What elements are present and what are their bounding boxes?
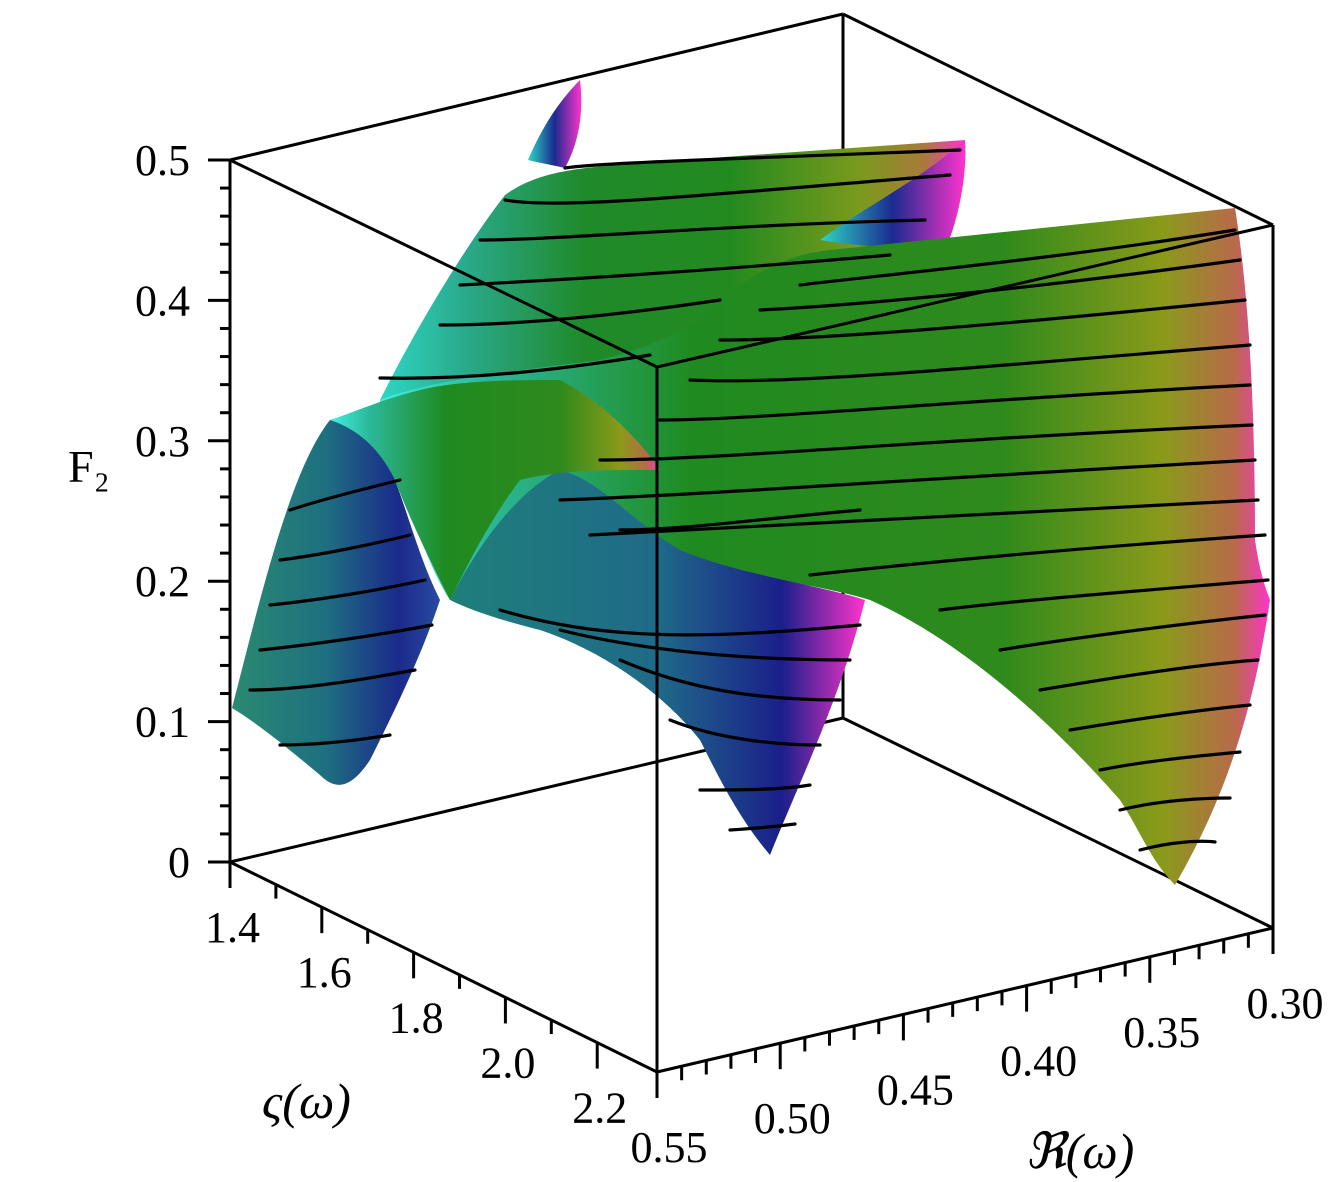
- x-axis-title: ℜ(ω): [1025, 1123, 1134, 1179]
- x-tick-label: 0.50: [754, 1094, 831, 1143]
- z-tick-label: 0.2: [135, 557, 190, 606]
- y-tick-label: 1.6: [297, 948, 352, 997]
- y-axis-title: ς(ω): [262, 1073, 351, 1129]
- x-tick-label: 0.40: [1000, 1037, 1077, 1086]
- surface-back-curl: [528, 80, 582, 168]
- surface-left-band-curl: [330, 380, 660, 600]
- y-tick-label: 2.2: [572, 1084, 627, 1133]
- z-tick-label: 0.5: [135, 136, 190, 185]
- x-tick-label: 0.35: [1123, 1008, 1200, 1057]
- y-tick-label: 1.4: [205, 903, 260, 952]
- x-tick-label: 0.55: [631, 1123, 708, 1172]
- z-tick-label: 0.3: [135, 417, 190, 466]
- bounding-box-front: [228, 158, 1275, 1074]
- y-tick-label: 1.8: [389, 993, 444, 1042]
- z-tick-label: 0: [168, 838, 190, 887]
- surface: [232, 80, 1270, 885]
- z-axis-title: F₂: [68, 441, 110, 492]
- surface-back-band-top: [380, 140, 965, 420]
- z-tick-label: 0.1: [135, 698, 190, 747]
- z-axis: 0 0.1 0.2 0.3 0.4 0.5: [135, 136, 230, 887]
- y-axis: 1.4 1.6 1.8 2.0 2.2: [205, 862, 627, 1133]
- z-tick-label: 0.4: [135, 276, 190, 325]
- surface-left-face: [232, 419, 440, 785]
- y-tick-label: 2.0: [480, 1038, 535, 1087]
- x-tick-label: 0.45: [877, 1065, 954, 1114]
- x-tick-label: 0.30: [1247, 979, 1324, 1028]
- x-axis: 0.55 0.50 0.45 0.40 0.35 0.30: [631, 928, 1324, 1172]
- surface-front-band-top: [380, 208, 1270, 885]
